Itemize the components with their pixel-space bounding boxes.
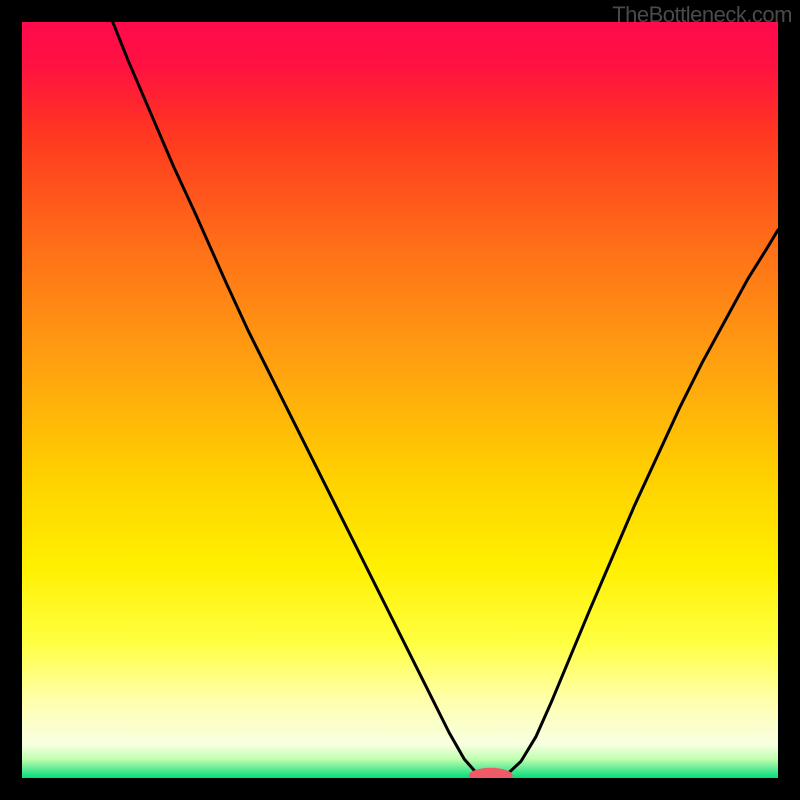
gradient-background: [22, 22, 778, 778]
chart-frame: TheBottleneck.com: [0, 0, 800, 800]
plot-area: [22, 22, 778, 778]
watermark-text: TheBottleneck.com: [612, 2, 792, 28]
bottleneck-curve-chart: [22, 22, 778, 778]
